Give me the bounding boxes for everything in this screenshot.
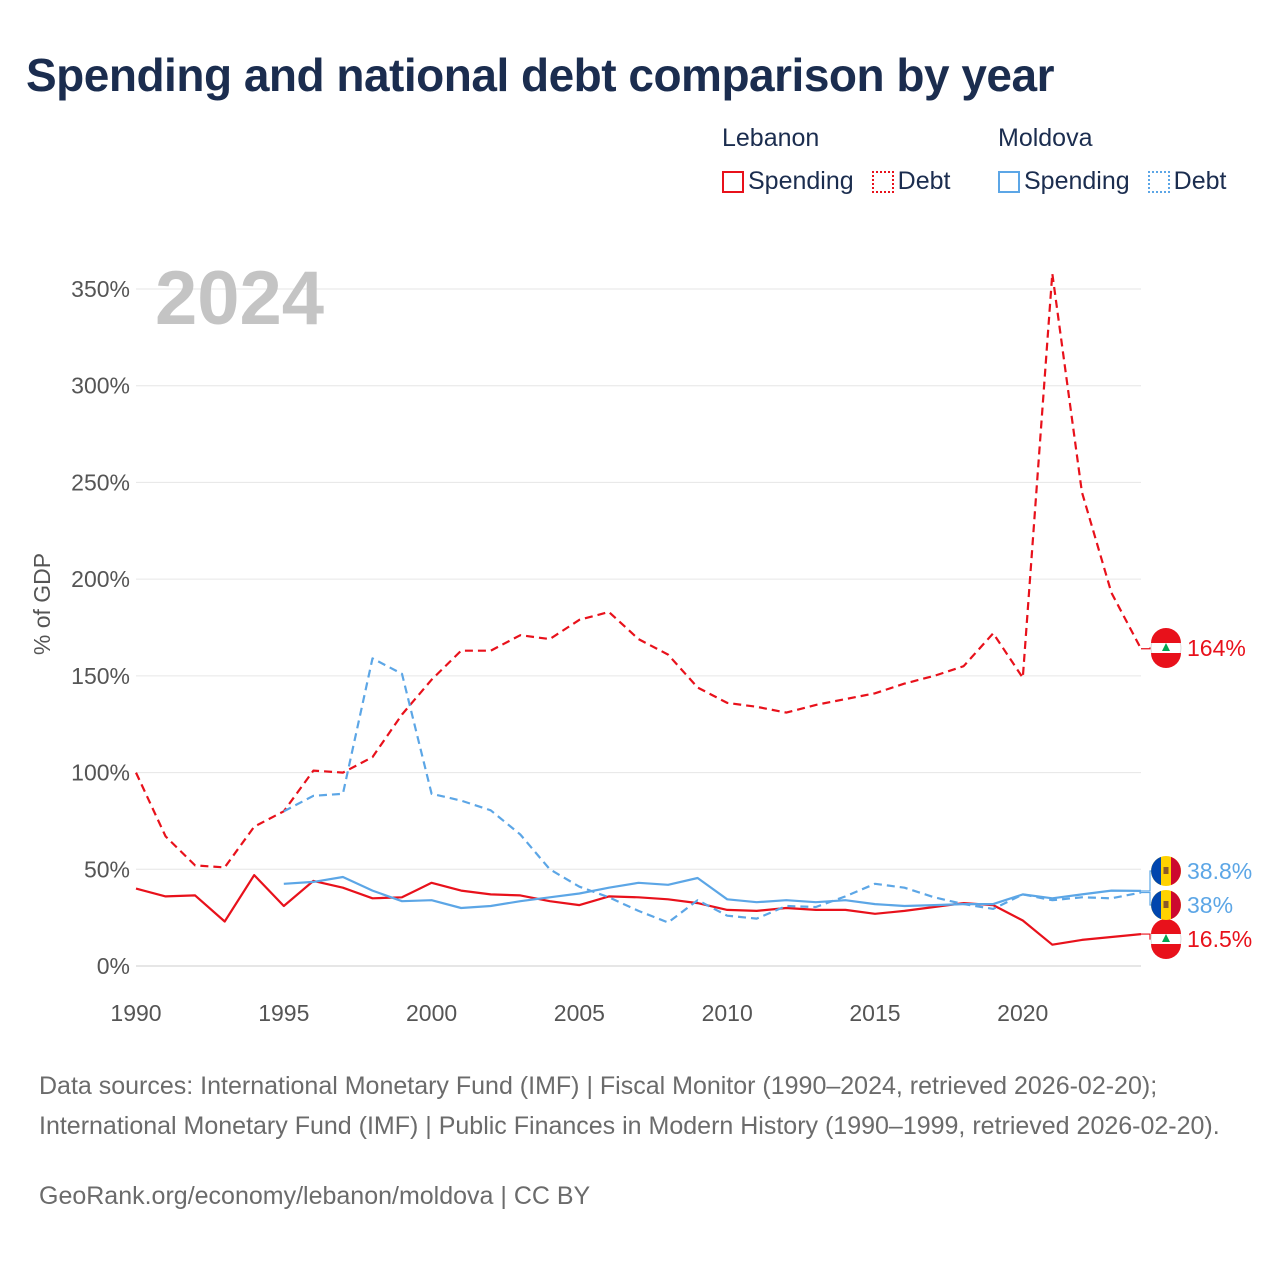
flag-stripe — [1151, 653, 1181, 668]
flag-stripe — [1151, 919, 1181, 934]
legend-moldova-debt[interactable]: Debt — [1147, 167, 1227, 196]
y-axis-label: % of GDP — [29, 553, 55, 655]
legend-swatch-dotted — [871, 170, 894, 193]
cedar-icon — [1162, 643, 1170, 651]
legend-country-lebanon: Lebanon — [722, 124, 820, 152]
end-value-label: 16.5% — [1187, 926, 1252, 952]
series-line-lebanon-debt — [135, 272, 1142, 869]
legend-lebanon-spending[interactable]: Spending — [722, 167, 854, 196]
legend-lebanon-debt[interactable]: Debt — [871, 167, 951, 196]
flag-stripe — [1151, 628, 1181, 643]
coat-of-arms-icon — [1163, 901, 1169, 908]
y-tick-label: 0% — [97, 953, 130, 979]
legend-swatch-solid — [998, 170, 1020, 193]
x-tick-label: 1990 — [110, 1000, 161, 1026]
legend-label: Debt — [1173, 167, 1227, 195]
y-tick-label: 100% — [71, 760, 130, 786]
source-credit-link[interactable]: GeoRank.org/economy/lebanon/moldova | CC… — [39, 1182, 591, 1210]
flag-stripe — [1151, 856, 1161, 886]
x-tick-label: 2020 — [997, 1000, 1048, 1026]
legend-moldova-spending[interactable]: Spending — [998, 167, 1130, 196]
cedar-icon — [1162, 934, 1170, 942]
series-line-moldova-debt — [283, 657, 1142, 924]
x-tick-label: 1995 — [258, 1000, 309, 1026]
y-tick-label: 250% — [71, 469, 130, 495]
end-value-label: 164% — [1187, 635, 1246, 661]
x-tick-label: 2010 — [702, 1000, 753, 1026]
line-chart: 0% 50% 100% 150% 200% 250% 300% 350% 1990 1995 200… — [29, 256, 1252, 1026]
year-watermark: 2024 — [155, 256, 324, 341]
legend-group-moldova: Moldova Spending Debt — [998, 124, 1226, 196]
series-line-moldova-spending — [283, 875, 1142, 910]
legend-label: Spending — [1024, 167, 1130, 195]
y-tick-label: 350% — [71, 276, 130, 302]
x-tick-label: 2000 — [406, 1000, 457, 1026]
flag-stripe — [1151, 890, 1161, 920]
y-tick-label: 50% — [84, 856, 130, 882]
data-sources: Data sources: International Monetary Fun… — [39, 1072, 1220, 1140]
x-tick-label: 2005 — [554, 1000, 605, 1026]
flag-stripe — [1171, 890, 1181, 920]
legend-label: Spending — [748, 167, 854, 195]
end-value-label: 38% — [1187, 892, 1233, 918]
legend-swatch-dotted — [1147, 170, 1170, 193]
end-value-label: 38.8% — [1187, 858, 1252, 884]
legend-label: Debt — [897, 167, 951, 195]
legend-swatch-solid — [722, 170, 744, 193]
flag-stripe — [1151, 944, 1181, 959]
legend-group-lebanon: Lebanon Spending Debt — [722, 124, 950, 196]
chart-title: Spending and national debt comparison by… — [26, 49, 1055, 101]
legend-country-moldova: Moldova — [998, 124, 1093, 152]
x-tick-label: 2015 — [849, 1000, 900, 1026]
y-tick-label: 150% — [71, 663, 130, 689]
flag-stripe — [1171, 856, 1181, 886]
coat-of-arms-icon — [1163, 867, 1169, 874]
y-tick-label: 300% — [71, 373, 130, 399]
y-tick-label: 200% — [71, 566, 130, 592]
